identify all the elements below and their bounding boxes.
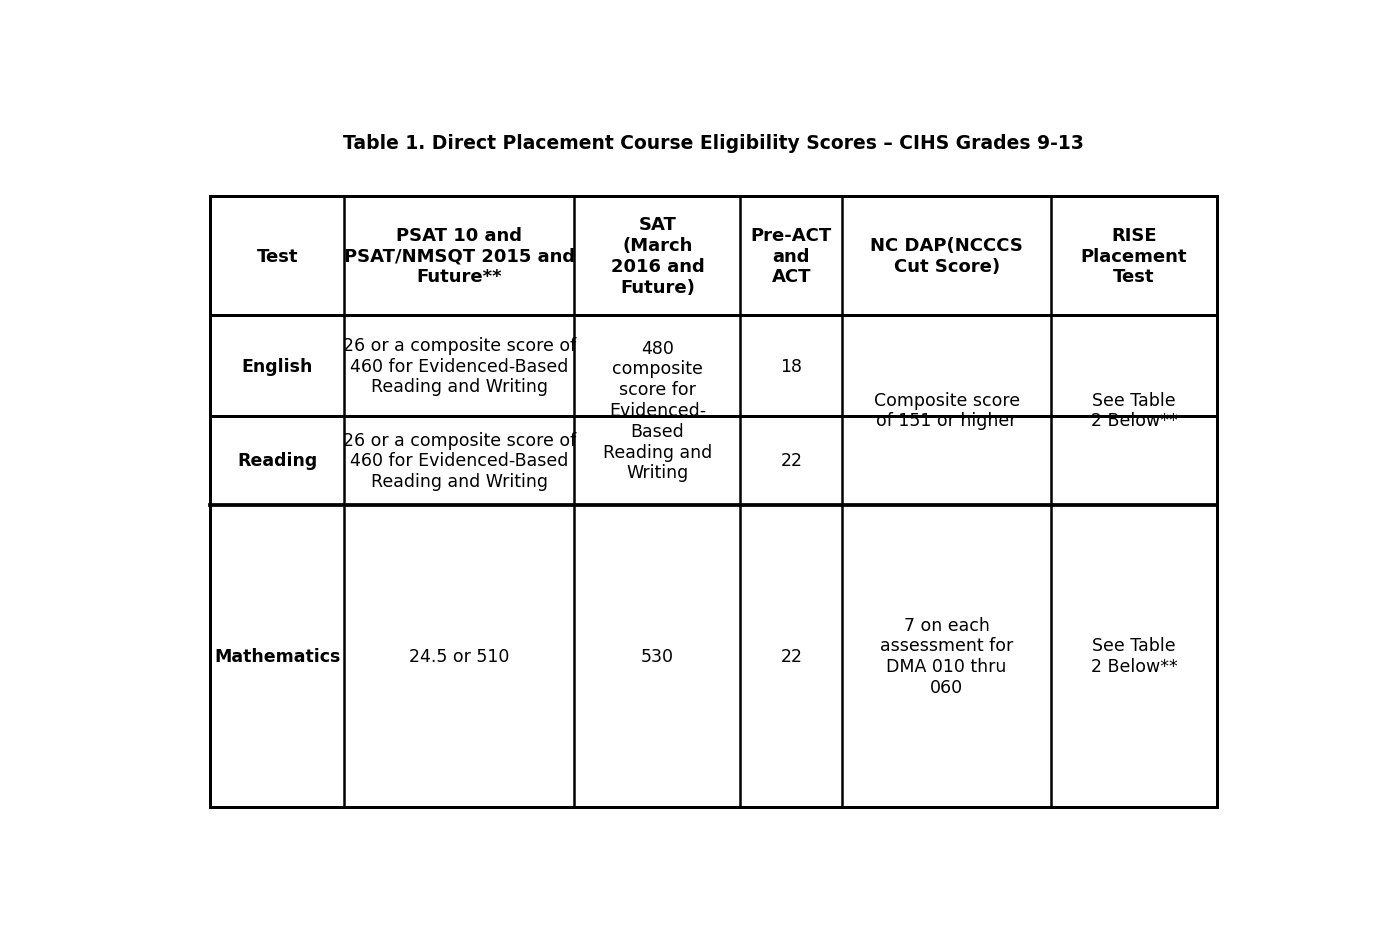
Text: English: English: [242, 357, 312, 375]
Text: 480
composite
score for
Evidenced-
Based
Reading and
Writing: 480 composite score for Evidenced- Based…: [603, 339, 712, 482]
Text: PSAT 10 and
PSAT/NMSQT 2015 and
Future**: PSAT 10 and PSAT/NMSQT 2015 and Future**: [344, 226, 575, 286]
Text: 22: 22: [781, 451, 803, 470]
Text: NC DAP(NCCCS
Cut Score): NC DAP(NCCCS Cut Score): [871, 237, 1023, 275]
Text: Test: Test: [257, 248, 299, 265]
Text: See Table
2 Below**: See Table 2 Below**: [1090, 391, 1177, 430]
Text: 26 or a composite score of
460 for Evidenced-Based
Reading and Writing: 26 or a composite score of 460 for Evide…: [343, 431, 576, 490]
Text: 22: 22: [781, 647, 803, 666]
Text: 530: 530: [641, 647, 674, 666]
Text: 7 on each
assessment for
DMA 010 thru
060: 7 on each assessment for DMA 010 thru 06…: [880, 616, 1013, 696]
Text: Table 1. Direct Placement Course Eligibility Scores – CIHS Grades 9-13: Table 1. Direct Placement Course Eligibi…: [343, 133, 1083, 153]
Text: Mathematics: Mathematics: [214, 647, 340, 666]
Text: See Table
2 Below**: See Table 2 Below**: [1090, 637, 1177, 676]
Text: Pre-ACT
and
ACT: Pre-ACT and ACT: [750, 226, 832, 286]
Text: 18: 18: [781, 357, 803, 375]
Text: Reading: Reading: [238, 451, 318, 470]
Text: SAT
(March
2016 and
Future): SAT (March 2016 and Future): [611, 216, 705, 297]
Text: RISE
Placement
Test: RISE Placement Test: [1081, 226, 1187, 286]
Text: Composite score
of 151 or higher: Composite score of 151 or higher: [873, 391, 1020, 430]
Text: 24.5 or 510: 24.5 or 510: [409, 647, 510, 666]
Text: 26 or a composite score of
460 for Evidenced-Based
Reading and Writing: 26 or a composite score of 460 for Evide…: [343, 337, 576, 396]
